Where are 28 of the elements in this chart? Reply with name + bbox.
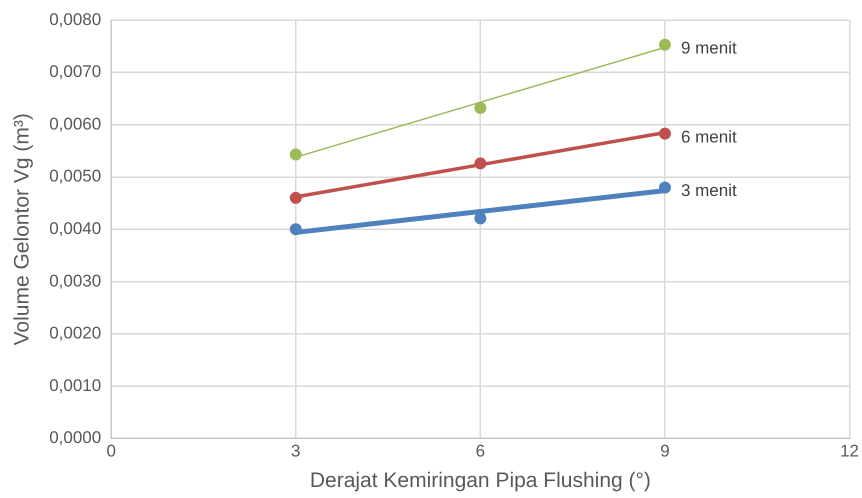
y-tick-label: 0,0060 (49, 114, 102, 134)
point (474, 157, 486, 170)
y-axis-title: Volume Gelontor Vg (m³) (10, 113, 34, 346)
point (290, 223, 302, 236)
point (290, 192, 302, 204)
y-tick-label: 0,0010 (49, 376, 102, 395)
point (658, 181, 671, 194)
x-tick-label: 12 (840, 441, 860, 460)
x-tick-label: 6 (476, 441, 486, 460)
y-tick-label: 0,0030 (49, 271, 102, 290)
y-tick-label: 0,0040 (49, 218, 102, 238)
x-tick-label: 3 (291, 441, 301, 460)
series-label: 3 menit (680, 181, 737, 200)
y-tick-label: 0,0000 (49, 428, 102, 448)
series-label: 9 menit (680, 38, 737, 58)
y-tick-label: 0,0070 (49, 62, 102, 82)
point (290, 148, 302, 161)
x-tick-label: 0 (106, 441, 116, 460)
point (658, 38, 671, 51)
x-axis-title: Derajat Kemiringan Pipa Flushing (°) (310, 469, 651, 492)
point (474, 102, 486, 114)
y-tick-label: 0,0080 (49, 10, 102, 29)
x-tick-label: 9 (660, 441, 670, 460)
y-tick-label: 0,0020 (49, 324, 102, 343)
point (474, 212, 486, 224)
point (658, 128, 671, 140)
series-label: 6 menit (680, 127, 737, 146)
y-tick-label: 0,0050 (49, 166, 102, 186)
